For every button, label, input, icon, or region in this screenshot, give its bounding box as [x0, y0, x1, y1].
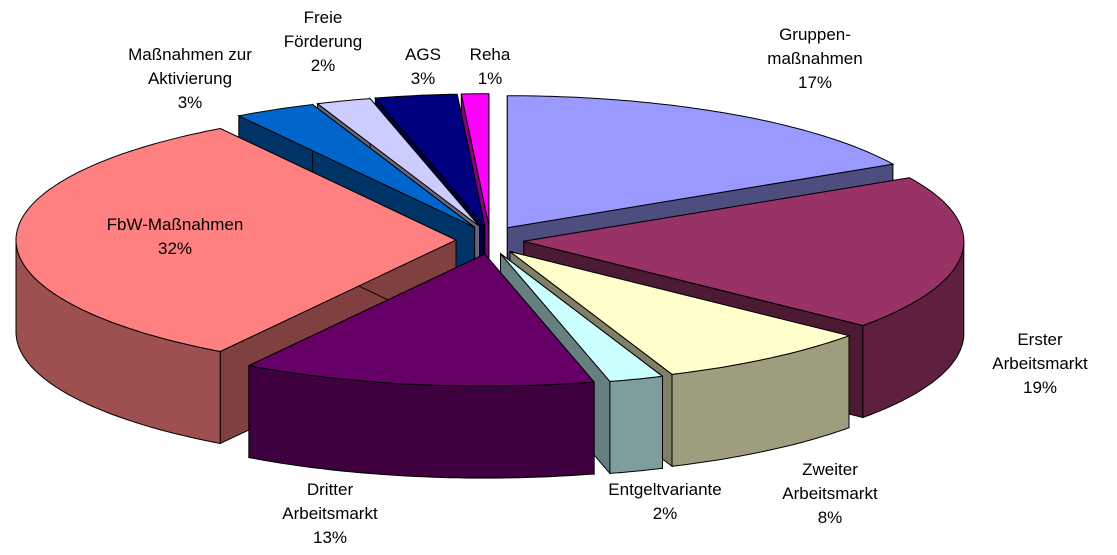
label-line: Entgeltvariante	[608, 480, 721, 499]
label-line: FbW-Maßnahmen	[107, 215, 244, 234]
slice	[374, 93, 486, 227]
value-label: 1%	[478, 69, 503, 88]
label-line: AGS	[405, 45, 441, 64]
slice-label: Gruppen-maßnahmen	[767, 25, 862, 68]
label-line: Arbeitsmarkt	[282, 504, 378, 523]
value-label: 3%	[411, 69, 436, 88]
slice-label: Entgeltvariante	[608, 480, 721, 499]
label-line: maßnahmen	[767, 49, 862, 68]
value-label: 19%	[1023, 378, 1057, 397]
value-label: 8%	[818, 508, 843, 527]
label-line: Aktivierung	[148, 69, 232, 88]
slice-label: Reha	[470, 45, 511, 64]
value-label: 32%	[158, 239, 192, 258]
label-line: Arbeitsmarkt	[782, 484, 878, 503]
slice	[509, 251, 851, 375]
slice-label: Freie Förderung	[284, 8, 362, 51]
label-line: Maßnahmen zur	[128, 45, 252, 64]
slice	[316, 98, 480, 227]
slice	[523, 177, 965, 327]
slice-side	[609, 375, 663, 474]
value-label: 17%	[798, 73, 832, 92]
slice-label: Dritter Arbeitsmarkt	[282, 480, 378, 523]
value-label: 3%	[178, 93, 203, 112]
slice-label: Zweiter Arbeitsmarkt	[782, 460, 878, 503]
slice	[15, 127, 458, 353]
slice-label: Erster Arbeitsmarkt	[992, 330, 1088, 373]
slice	[237, 103, 475, 228]
slice	[500, 253, 664, 382]
slice	[506, 95, 895, 229]
slice-label: Maßnahmen zur Aktivierung	[128, 45, 252, 88]
value-label: 2%	[311, 56, 336, 75]
label-line: Freie	[304, 8, 343, 27]
label-line: Erster	[1017, 330, 1063, 349]
value-label: 2%	[653, 504, 678, 523]
label-line: Arbeitsmarkt	[992, 354, 1088, 373]
slice-label: FbW-Maßnahmen	[107, 215, 244, 234]
slice	[247, 253, 596, 387]
value-label: 13%	[313, 528, 347, 547]
slice	[460, 93, 490, 226]
slice-label: AGS	[405, 45, 441, 64]
label-line: Zweiter	[802, 460, 858, 479]
label-line: Gruppen-	[779, 25, 851, 44]
label-line: Dritter	[307, 480, 354, 499]
label-line: Reha	[470, 45, 511, 64]
slice-group	[247, 252, 596, 479]
label-line: Förderung	[284, 32, 362, 51]
